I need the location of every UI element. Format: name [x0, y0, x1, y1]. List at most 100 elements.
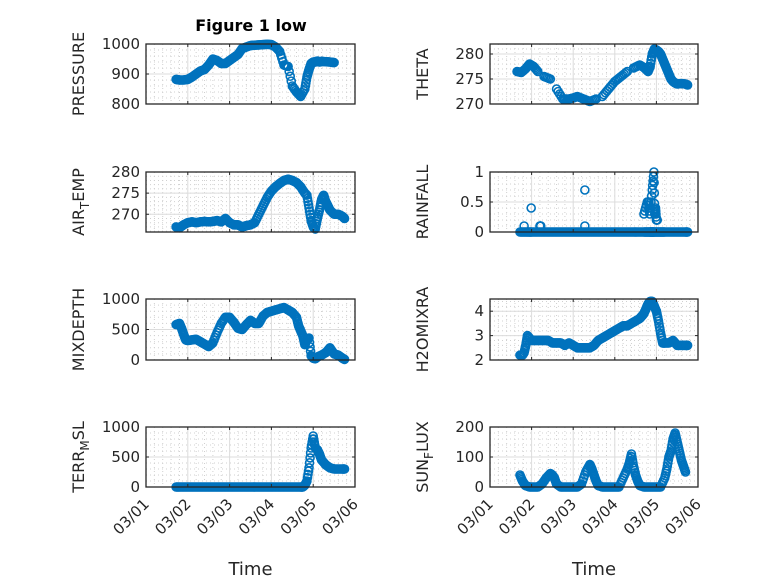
y-tick-label: 500: [111, 321, 140, 339]
y-tick-label: 2: [474, 351, 484, 369]
data-point: [286, 76, 297, 86]
data-point: [301, 75, 312, 85]
data-point: [520, 342, 531, 352]
data-series: [171, 174, 350, 234]
subplot-h2omixra: 2 3 4 H2OMIXRA: [413, 287, 699, 373]
x-axis-label: Time: [227, 559, 272, 580]
data-point: [543, 73, 554, 84]
y-tick-label: 280: [455, 45, 484, 63]
y-tick-label: 280: [111, 163, 140, 181]
data-series: [512, 44, 693, 107]
data-point: [339, 354, 349, 364]
data-point: [680, 465, 690, 476]
data-point: [600, 87, 611, 98]
data-point: [530, 64, 541, 74]
data-point: [650, 206, 661, 216]
y-tick-label: 0: [474, 478, 484, 496]
data-point: [303, 199, 314, 210]
data-series: [171, 39, 339, 102]
data-point: [619, 69, 629, 79]
data-point: [671, 434, 682, 445]
data-point: [273, 45, 284, 56]
y-tick-label: 900: [111, 65, 140, 83]
axes-box: [145, 171, 356, 233]
data-point: [620, 67, 631, 78]
x-tick-label: 03/01: [454, 495, 497, 538]
y-tick-label: 0.5: [460, 193, 484, 211]
y-tick-label: 270: [111, 205, 140, 223]
data-point: [248, 218, 259, 229]
y-axis-label: SUNFLUX: [413, 421, 436, 493]
y-tick-label: 275: [111, 184, 140, 202]
data-point: [651, 209, 661, 219]
data-point: [282, 61, 292, 71]
data-point: [531, 65, 542, 76]
x-tick-label: 03/03: [537, 495, 580, 538]
data-point: [304, 458, 315, 468]
y-tick-label: 4: [474, 302, 484, 320]
data-point: [339, 213, 349, 223]
axes-box: [489, 43, 699, 105]
data-point: [673, 443, 684, 454]
data-point: [583, 96, 594, 106]
subplot-rainfall: 0 0.5 1 RAINFALL: [413, 163, 699, 241]
figure-title: Figure 1 low: [195, 16, 307, 35]
x-tick-label: 03/02: [495, 495, 538, 538]
data-point: [285, 71, 296, 82]
y-tick-label: 1000: [102, 290, 140, 308]
data-point: [682, 79, 692, 90]
x-tick-label: 03/05: [620, 495, 663, 538]
y-tick-label: 3: [474, 327, 484, 345]
x-axis-label: Time: [571, 559, 616, 580]
y-axis-label: TERRMSL: [69, 421, 92, 494]
data-point: [682, 340, 692, 351]
y-tick-label: 800: [111, 95, 140, 113]
x-tick-label: 03/06: [662, 495, 705, 538]
data-point: [526, 203, 536, 213]
x-tick-label: 03/03: [193, 495, 236, 538]
y-tick-label: 0: [130, 478, 140, 496]
data-point: [328, 57, 338, 68]
y-axis-label: MIXDEPTH: [69, 288, 88, 371]
axes-box: [489, 298, 699, 361]
y-tick-label: 0: [130, 351, 140, 369]
data-point: [649, 188, 660, 198]
x-tick-label: 03/04: [578, 495, 621, 538]
subplot-pressure: 800 900 1000 PRESSURE: [69, 32, 356, 116]
subplot-mixdepth: 0 500 1000 MIXDEPTH: [69, 288, 356, 371]
data-point: [648, 176, 658, 186]
data-point: [305, 342, 315, 352]
y-axis-label: H2OMIXRA: [413, 287, 432, 373]
y-tick-label: 100: [455, 448, 484, 466]
data-point: [305, 453, 315, 463]
y-tick-label: 1000: [102, 418, 140, 436]
data-point: [339, 464, 349, 474]
data-point: [649, 177, 659, 188]
data-series: [171, 302, 350, 365]
data-point: [304, 337, 315, 348]
data-point: [292, 88, 303, 98]
data-point: [284, 66, 294, 77]
data-point: [529, 62, 540, 73]
x-tick-label: 03/05: [277, 495, 320, 538]
y-axis-label: PRESSURE: [69, 32, 88, 116]
subplot-terr-msl: 0 500 1000 TERRMSL 03/0103/0203/0303/0403/05…: [69, 418, 362, 580]
data-point: [653, 313, 663, 324]
y-tick-label: 200: [455, 418, 484, 436]
subplot-theta: 270 275 280 THETA: [413, 43, 699, 113]
x-tick-label: 03/04: [235, 495, 278, 538]
y-axis-label: THETA: [413, 48, 432, 100]
data-point: [535, 221, 546, 231]
data-point: [652, 215, 662, 225]
data-point: [580, 185, 590, 195]
data-series: [515, 296, 693, 360]
subplot-air-temp: 270 275 280 AIRTEMP: [69, 163, 356, 236]
y-tick-label: 275: [455, 70, 484, 88]
y-axis-label: RAINFALL: [413, 165, 432, 240]
data-point: [312, 216, 322, 226]
x-tick-label: 03/01: [110, 495, 153, 538]
y-tick-label: 270: [455, 95, 484, 113]
y-axis-label: AIRTEMP: [69, 168, 92, 236]
y-tick-label: 1: [474, 163, 484, 181]
